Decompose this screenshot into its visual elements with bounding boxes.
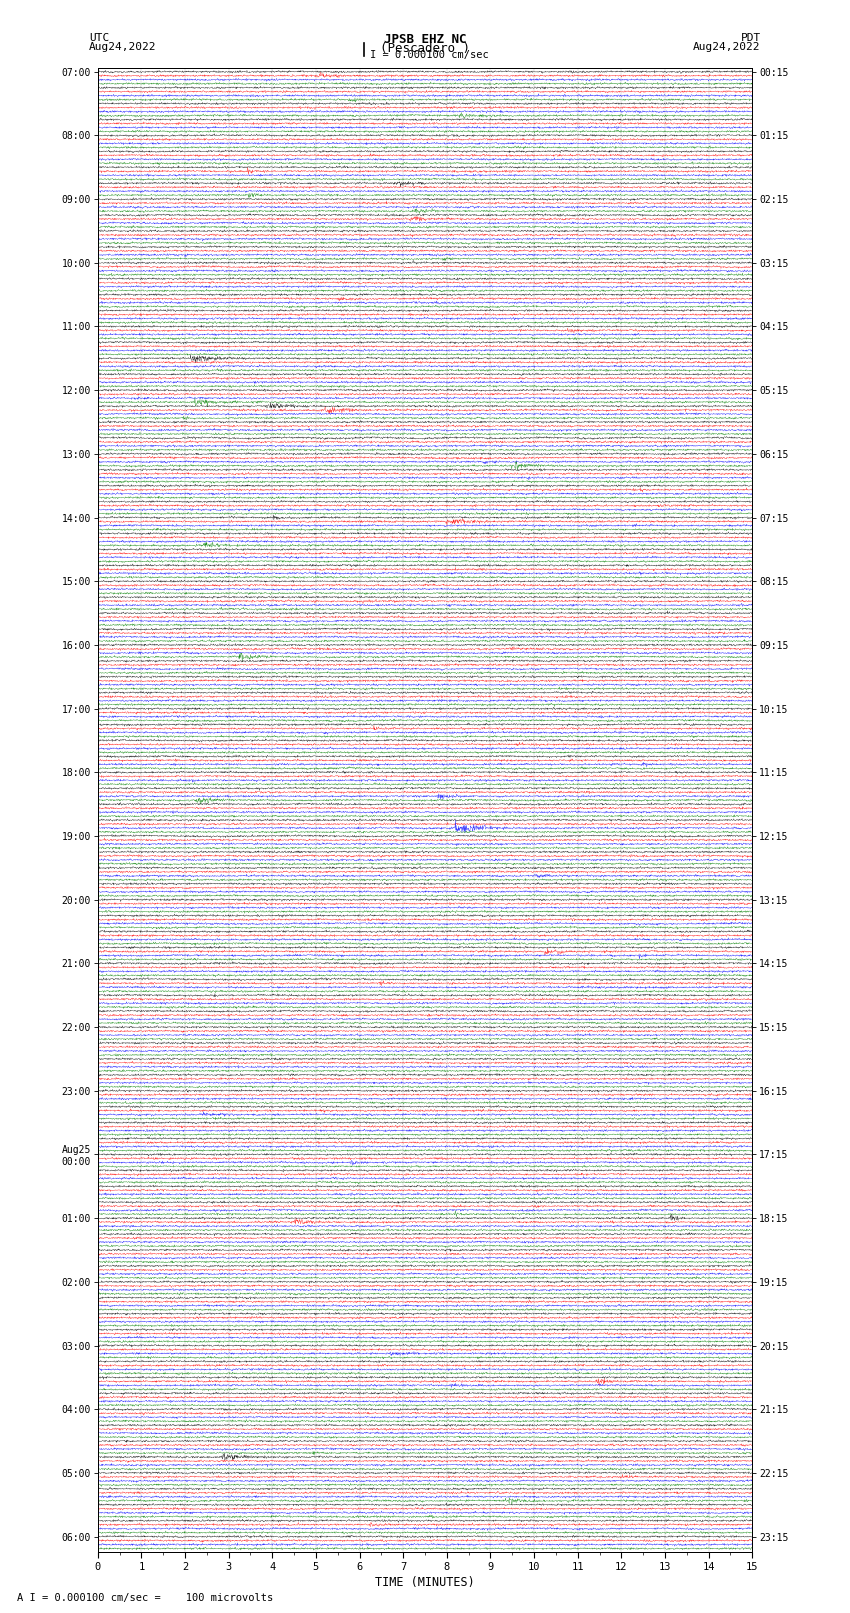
Text: UTC: UTC [89, 32, 110, 44]
Text: I = 0.000100 cm/sec: I = 0.000100 cm/sec [370, 50, 489, 60]
Text: JPSB EHZ NC: JPSB EHZ NC [383, 32, 467, 47]
X-axis label: TIME (MINUTES): TIME (MINUTES) [375, 1576, 475, 1589]
Text: A I = 0.000100 cm/sec =    100 microvolts: A I = 0.000100 cm/sec = 100 microvolts [17, 1594, 273, 1603]
Text: Aug24,2022: Aug24,2022 [89, 42, 156, 52]
Text: (Pescadero ): (Pescadero ) [380, 42, 470, 55]
Text: PDT: PDT [740, 32, 761, 44]
Text: Aug24,2022: Aug24,2022 [694, 42, 761, 52]
